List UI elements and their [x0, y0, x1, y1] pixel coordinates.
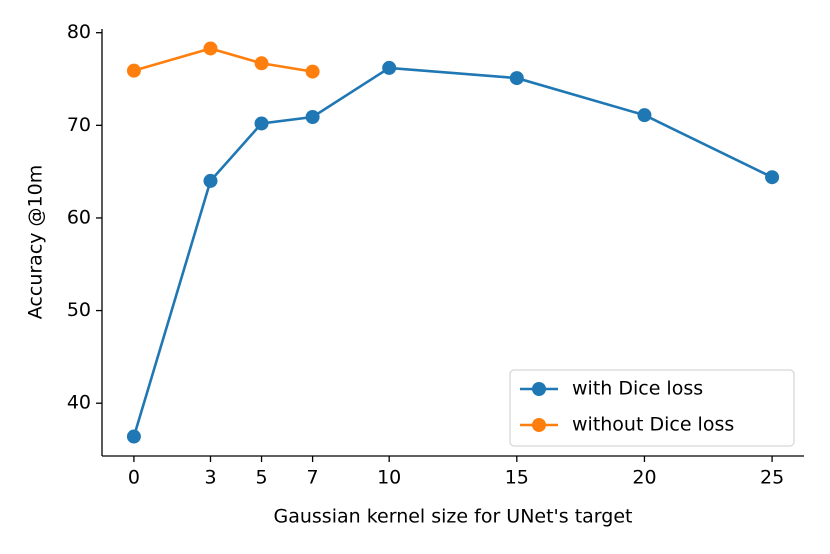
- marker: [126, 63, 141, 78]
- x-tick-label: 20: [632, 467, 656, 489]
- legend-marker: [532, 418, 546, 432]
- marker: [203, 41, 218, 56]
- x-tick-label: 3: [204, 467, 216, 489]
- marker: [254, 56, 269, 71]
- y-tick-label: 70: [67, 114, 91, 136]
- legend-label: with Dice loss: [572, 378, 703, 400]
- marker: [637, 108, 652, 123]
- x-axis-label: Gaussian kernel size for UNet's target: [274, 506, 633, 528]
- line: [132, 66, 773, 437]
- x-tick-label: 5: [255, 467, 267, 489]
- y-tick-label: 60: [67, 206, 91, 228]
- y-axis-label: Accuracy @10m: [25, 165, 47, 319]
- legend-label: without Dice loss: [572, 414, 734, 436]
- x-tick-label: 15: [505, 467, 529, 489]
- legend-marker: [532, 382, 546, 396]
- y-tick-label: 80: [67, 21, 91, 43]
- x-tick-label: 0: [128, 467, 140, 489]
- x-tick-label: 7: [307, 467, 319, 489]
- marker: [765, 170, 780, 185]
- marker: [254, 116, 269, 131]
- x-tick-label: 10: [377, 467, 401, 489]
- marker: [509, 71, 524, 86]
- x-tick-label: 25: [760, 467, 784, 489]
- line: [133, 47, 313, 73]
- marker: [203, 173, 218, 188]
- legend-box: [509, 369, 795, 447]
- marker: [305, 109, 320, 124]
- marker: [126, 429, 141, 444]
- y-tick-label: 40: [67, 392, 91, 414]
- marker: [305, 64, 320, 79]
- y-tick-label: 50: [67, 299, 91, 321]
- marker: [382, 60, 397, 75]
